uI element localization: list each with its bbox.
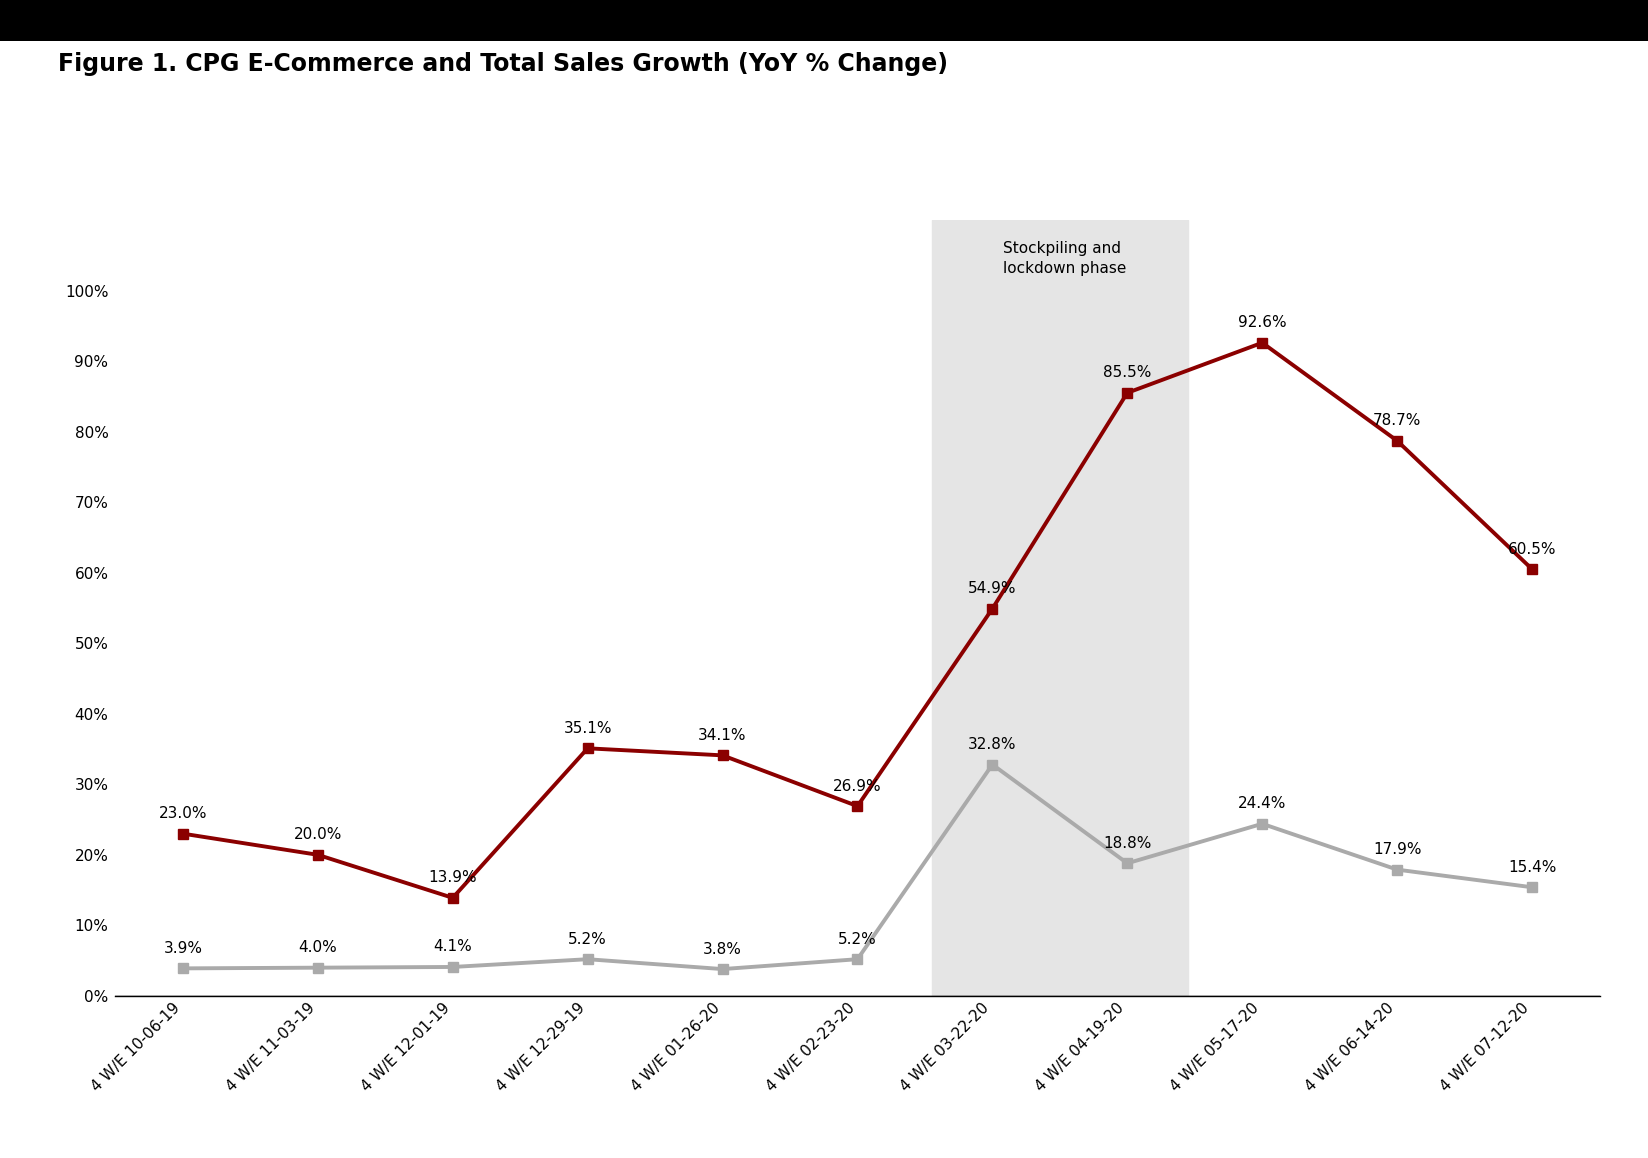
Text: 60.5%: 60.5%	[1506, 542, 1556, 557]
Total CPG	[1251, 816, 1271, 830]
Line: Total CPG: Total CPG	[178, 760, 1536, 974]
Total CPG	[1386, 863, 1406, 877]
CPG E-Commerce	[712, 748, 732, 762]
CPG E-Commerce	[982, 602, 1002, 616]
Total CPG	[982, 757, 1002, 771]
CPG E-Commerce	[1251, 336, 1271, 350]
Text: 3.8%: 3.8%	[702, 941, 742, 957]
CPG E-Commerce	[173, 827, 193, 841]
CPG E-Commerce	[1521, 562, 1541, 576]
Text: 32.8%: 32.8%	[967, 736, 1017, 752]
CPG E-Commerce	[443, 891, 463, 904]
Text: 78.7%: 78.7%	[1373, 413, 1421, 428]
CPG E-Commerce	[577, 741, 597, 755]
Text: 23.0%: 23.0%	[158, 806, 208, 821]
Text: 92.6%: 92.6%	[1238, 315, 1285, 330]
CPG E-Commerce	[1117, 386, 1137, 400]
Text: 26.9%: 26.9%	[832, 778, 882, 793]
Total CPG	[577, 952, 597, 966]
Text: 85.5%: 85.5%	[1103, 365, 1150, 380]
Text: 17.9%: 17.9%	[1373, 842, 1421, 857]
Text: 34.1%: 34.1%	[697, 728, 747, 743]
Text: 54.9%: 54.9%	[967, 581, 1017, 596]
CPG E-Commerce	[847, 799, 867, 813]
Text: 20.0%: 20.0%	[293, 827, 341, 842]
Total CPG	[173, 961, 193, 975]
Text: Figure 1. CPG E-Commerce and Total Sales Growth (YoY % Change): Figure 1. CPG E-Commerce and Total Sales…	[58, 52, 948, 76]
Text: 15.4%: 15.4%	[1506, 859, 1556, 874]
CPG E-Commerce	[1386, 434, 1406, 448]
Total CPG	[712, 962, 732, 976]
Total CPG	[1117, 856, 1137, 870]
Text: 13.9%: 13.9%	[428, 871, 476, 886]
Text: 35.1%: 35.1%	[564, 720, 611, 735]
Text: 18.8%: 18.8%	[1103, 836, 1150, 851]
Total CPG	[443, 960, 463, 974]
Text: 4.1%: 4.1%	[433, 939, 471, 954]
Text: 24.4%: 24.4%	[1238, 797, 1285, 812]
CPG E-Commerce	[308, 848, 328, 862]
Text: 5.2%: 5.2%	[837, 932, 877, 947]
Total CPG	[1521, 880, 1541, 894]
Text: 5.2%: 5.2%	[569, 932, 606, 947]
Bar	[931, 220, 1187, 996]
Total CPG	[308, 961, 328, 975]
Text: 3.9%: 3.9%	[163, 940, 203, 955]
Line: CPG E-Commerce: CPG E-Commerce	[178, 338, 1536, 903]
Total CPG	[847, 952, 867, 966]
Text: Stockpiling and
lockdown phase: Stockpiling and lockdown phase	[1002, 241, 1126, 276]
Text: 4.0%: 4.0%	[298, 940, 336, 955]
